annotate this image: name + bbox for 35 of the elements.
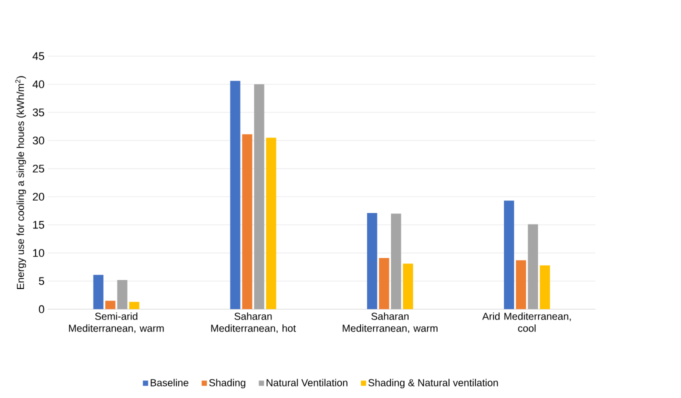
y-tick-label: 10 bbox=[33, 249, 44, 258]
bar bbox=[93, 275, 104, 310]
bar bbox=[254, 84, 264, 310]
bar bbox=[242, 134, 252, 310]
bar bbox=[504, 200, 514, 310]
bar bbox=[266, 138, 276, 310]
y-tick-label: 40 bbox=[32, 80, 44, 88]
bar bbox=[379, 258, 390, 310]
y-tick-label: 30 bbox=[32, 136, 44, 145]
y-tick-label: 45 bbox=[32, 52, 44, 60]
legend-label: Natural Ventilation bbox=[266, 379, 348, 387]
bar bbox=[129, 302, 140, 310]
y-axis-title: Energy use for cooling a single houes (kWh/m$^{2}$) bbox=[15, 76, 26, 290]
y-tick-label: 20 bbox=[32, 193, 44, 201]
bar bbox=[367, 213, 378, 310]
x-tick-label: Saharan Mediterranean, hot bbox=[211, 312, 296, 334]
bar bbox=[516, 260, 526, 310]
bar bbox=[540, 266, 550, 310]
y-tick-label: 25 bbox=[32, 164, 44, 173]
y-tick-label: 15 bbox=[33, 221, 44, 229]
legend-label: Shading & Natural ventilation bbox=[368, 379, 498, 389]
x-tick-label: Arid Mediterranean, cool bbox=[482, 312, 571, 332]
x-tick-label: Semi-arid Mediterranean, warm bbox=[69, 312, 164, 334]
bar bbox=[390, 214, 402, 310]
bar bbox=[528, 224, 538, 310]
legend-label: Baseline bbox=[150, 379, 188, 387]
legend-label: Shading bbox=[209, 379, 246, 389]
y-tick-label: 35 bbox=[32, 108, 44, 116]
y-tick-label: 5 bbox=[38, 277, 44, 286]
bar bbox=[105, 300, 116, 310]
x-tick-label: Saharan Mediterranean, warm bbox=[342, 312, 438, 334]
bar bbox=[402, 264, 414, 310]
y-tick-label: 0 bbox=[38, 306, 44, 314]
bar bbox=[117, 280, 128, 310]
bar bbox=[230, 81, 240, 310]
